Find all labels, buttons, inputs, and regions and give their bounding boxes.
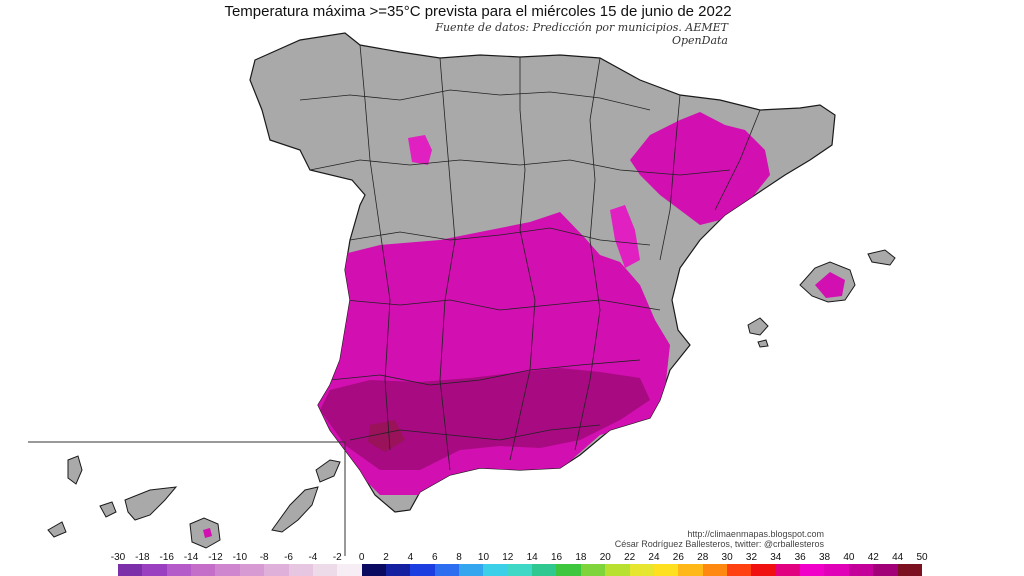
legend-tick-label: 16 bbox=[550, 552, 563, 563]
legend-tick-label: 42 bbox=[867, 552, 879, 563]
legend-swatch bbox=[410, 564, 435, 576]
legend-tick-label: 2 bbox=[383, 552, 389, 563]
legend-swatch bbox=[702, 564, 727, 576]
legend-tick-label: 50 bbox=[916, 552, 928, 563]
legend-swatch bbox=[312, 564, 338, 576]
legend-tick-label: -10 bbox=[232, 552, 248, 563]
legend-swatch bbox=[337, 564, 362, 576]
legend-swatch bbox=[824, 564, 849, 576]
legend-swatch bbox=[800, 564, 825, 576]
legend-swatch bbox=[629, 564, 654, 576]
heat-zone-leon bbox=[408, 135, 432, 165]
map-title: Temperatura máxima >=35°C prevista para … bbox=[224, 3, 732, 20]
legend-tick-label: -16 bbox=[159, 552, 174, 563]
legend-tick-label: 10 bbox=[477, 552, 490, 563]
canary-islands-inset bbox=[28, 441, 346, 556]
island-lanzarote bbox=[315, 459, 341, 483]
legend-swatch bbox=[434, 564, 460, 576]
island-el-hierro bbox=[47, 521, 67, 538]
legend-swatch bbox=[118, 564, 143, 576]
legend-swatch bbox=[775, 564, 801, 576]
legend-tick-label: 30 bbox=[721, 552, 733, 563]
legend-swatch bbox=[556, 564, 581, 576]
legend-tick-label: 38 bbox=[818, 552, 831, 563]
legend-swatch bbox=[653, 564, 679, 576]
legend-swatch bbox=[483, 564, 508, 576]
legend-swatch bbox=[142, 564, 167, 576]
legend-swatch bbox=[288, 564, 313, 576]
island-la-gomera bbox=[99, 501, 117, 518]
legend-color-bar bbox=[118, 564, 922, 576]
legend-tick-label: -18 bbox=[135, 552, 150, 563]
legend-tick-label: 40 bbox=[843, 552, 855, 563]
island-ibiza bbox=[747, 317, 769, 336]
heat-zone-core bbox=[320, 368, 650, 470]
legend-tick-label: 8 bbox=[456, 552, 462, 563]
legend-tick-label: 12 bbox=[502, 552, 514, 563]
island-la-palma bbox=[67, 455, 83, 485]
heat-zone-ebro bbox=[630, 112, 770, 225]
island-tenerife bbox=[124, 486, 178, 521]
legend-tick-label: 20 bbox=[599, 552, 611, 563]
legend-swatch bbox=[605, 564, 630, 576]
legend-swatch bbox=[873, 564, 898, 576]
legend-tick-label: 34 bbox=[770, 552, 782, 563]
credit-author: César Rodríguez Ballesteros, twitter: @c… bbox=[614, 539, 824, 549]
legend-tick-label: -8 bbox=[259, 552, 269, 563]
legend-tick-label: -12 bbox=[208, 552, 223, 563]
legend-tick-label: -2 bbox=[332, 552, 342, 563]
legend-swatch bbox=[897, 564, 922, 576]
legend-tick-label: -30 bbox=[110, 552, 126, 563]
legend-swatch bbox=[264, 564, 289, 576]
legend-swatch bbox=[678, 564, 703, 576]
legend-tick-label: 32 bbox=[745, 552, 758, 563]
legend-tick-label: 26 bbox=[672, 552, 684, 563]
legend-swatch bbox=[166, 564, 192, 576]
legend-tick-label: -14 bbox=[183, 552, 199, 563]
legend-swatch bbox=[726, 564, 752, 576]
data-source: Fuente de datos: Predicción por municipi… bbox=[435, 21, 728, 47]
legend-tick-label: 0 bbox=[358, 552, 365, 563]
legend-swatch bbox=[361, 564, 386, 576]
legend-swatch bbox=[191, 564, 216, 576]
legend-tick-label: -6 bbox=[284, 552, 293, 563]
credits: http://climaenmapas.blogspot.com César R… bbox=[615, 529, 824, 549]
legend-tick-label: 18 bbox=[575, 552, 587, 563]
island-menorca bbox=[867, 249, 896, 266]
legend-swatch bbox=[580, 564, 606, 576]
heat-zone-hottest bbox=[368, 420, 405, 452]
heat-zone-east-strip bbox=[610, 205, 640, 268]
heat-zone-gran-canaria bbox=[203, 528, 212, 538]
legend-tick-label: 6 bbox=[431, 552, 438, 563]
province-borders bbox=[299, 44, 761, 471]
legend-tick-label: 14 bbox=[526, 552, 538, 563]
legend-swatch bbox=[215, 564, 240, 576]
legend-tick-label: 44 bbox=[892, 552, 904, 563]
legend-tick-label: 4 bbox=[407, 552, 414, 563]
legend-tick-labels: -30 -18 -16 -14 -12 -10 -8 -6 -4 -2 0 2 4 6 8 10 12 14 16 1… bbox=[111, 552, 928, 564]
legend-tick-label: 36 bbox=[794, 552, 806, 563]
legend-swatch bbox=[507, 564, 533, 576]
legend-tick-label: -4 bbox=[308, 552, 318, 563]
island-formentera bbox=[757, 339, 769, 348]
legend-tick-label: 24 bbox=[648, 552, 660, 563]
legend-swatch bbox=[239, 564, 265, 576]
balearic-islands bbox=[747, 249, 896, 348]
legend-tick-label: 22 bbox=[624, 552, 636, 563]
legend-swatch bbox=[459, 564, 484, 576]
legend-tick-label: 28 bbox=[697, 552, 709, 563]
legend-swatch bbox=[532, 564, 557, 576]
legend-swatch bbox=[751, 564, 776, 576]
legend-swatch bbox=[848, 564, 874, 576]
legend-swatch bbox=[385, 564, 411, 576]
credit-url[interactable]: http://climaenmapas.blogspot.com bbox=[687, 529, 824, 539]
inset-border bbox=[28, 441, 346, 556]
island-fuerteventura bbox=[271, 486, 319, 533]
heat-zone-mallorca bbox=[815, 272, 845, 298]
